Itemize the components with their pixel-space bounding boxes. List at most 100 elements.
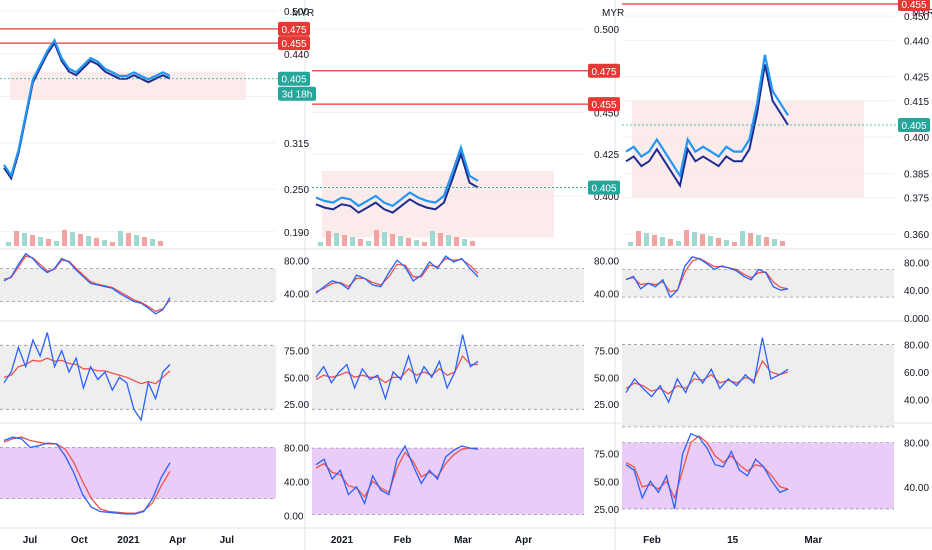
- volume-bar: [668, 239, 673, 246]
- price-line: [625, 64, 789, 189]
- volume-bar: [38, 237, 43, 246]
- volume-bar: [342, 235, 347, 246]
- x-axis-label: Mar: [804, 535, 822, 546]
- price-tick-label: 0.415: [904, 97, 929, 108]
- stoch-pane-d-line: [3, 436, 171, 514]
- volume-bar: [446, 235, 451, 246]
- volume-bar: [430, 231, 435, 246]
- volume-bar: [110, 242, 115, 246]
- ichimoku-cloud: [632, 100, 864, 198]
- stoch-pane-band: [312, 448, 584, 515]
- last-price-badge[interactable]: [278, 71, 310, 86]
- stoch-pane-tick-label: 25.00: [594, 505, 619, 516]
- volume-bar: [676, 241, 681, 246]
- price-tick-label: 0.425: [594, 150, 619, 161]
- rsi-pane-tick-label: 40.00: [904, 286, 929, 297]
- mfi-pane-tick-label: 75.00: [594, 347, 619, 358]
- rsi-pane-tick-label: 80.00: [284, 256, 309, 267]
- level-badge[interactable]: [898, 0, 930, 11]
- last-price-label: 0.405: [281, 75, 306, 86]
- volume-bar: [326, 231, 331, 246]
- volume-bar: [358, 239, 363, 246]
- volume-bar: [94, 238, 99, 246]
- volume-bar: [46, 239, 51, 246]
- price-tick-label: 0.385: [904, 169, 929, 180]
- volume-bar: [462, 239, 467, 246]
- volume-bar: [6, 242, 11, 246]
- volume-bar: [150, 239, 155, 246]
- volume-bar: [22, 233, 27, 246]
- mfi-pane-k-line: [625, 337, 789, 404]
- stoch-pane-tick-label: 50.00: [594, 477, 619, 488]
- currency-label: MYR: [912, 8, 932, 19]
- currency-label: MYR: [602, 8, 624, 19]
- volume-bar: [334, 233, 339, 246]
- last-price-badge[interactable]: [588, 180, 620, 195]
- price-tick-label: 0.375: [904, 194, 929, 205]
- volume-bar: [660, 237, 665, 246]
- volume-bar: [390, 234, 395, 246]
- last-price-label: 0.405: [591, 184, 616, 195]
- level-badge[interactable]: [278, 21, 310, 36]
- volume-bar: [406, 238, 411, 246]
- volume-bar: [350, 237, 355, 246]
- stoch-pane-k-line: [3, 436, 171, 515]
- volume-bar: [780, 241, 785, 246]
- stoch-pane-tick-label: 0.00: [284, 512, 304, 523]
- level-badge-label: 0.475: [281, 25, 306, 36]
- stoch-pane-band: [622, 442, 894, 509]
- volume-bar: [118, 231, 123, 246]
- x-axis-label: Jul: [23, 535, 38, 546]
- stoch-pane-tick-label: 40.00: [904, 483, 929, 494]
- rsi-pane-band: [0, 268, 276, 302]
- volume-bar: [652, 235, 657, 246]
- price-tick-label: 0.500: [284, 7, 309, 18]
- volume-bar: [70, 232, 75, 246]
- volume-bar: [102, 240, 107, 246]
- last-price-label: 0.405: [901, 121, 926, 132]
- price-tick-label: 0.190: [284, 228, 309, 239]
- level-badge-label: 0.455: [591, 100, 616, 111]
- volume-bar: [454, 237, 459, 246]
- level-badge[interactable]: [588, 97, 620, 112]
- mfi-pane-band: [312, 345, 584, 410]
- volume-bar: [142, 237, 147, 246]
- price-tick-label: 0.400: [594, 192, 619, 203]
- x-axis-label: 2021: [117, 535, 140, 546]
- countdown-label: 3d 18h: [282, 90, 313, 101]
- rsi-pane-k-line: [625, 256, 789, 299]
- mfi-pane-tick-label: 80.00: [904, 341, 929, 352]
- volume-bar: [398, 236, 403, 246]
- price-tick-label: 0.250: [284, 185, 309, 196]
- x-axis-label: 2021: [331, 535, 354, 546]
- stoch-pane-k-line: [625, 432, 789, 510]
- rsi-pane-d-line: [625, 257, 789, 293]
- mfi-pane-tick-label: 50.00: [594, 373, 619, 384]
- mfi-pane-tick-label: 75.00: [284, 347, 309, 358]
- volume-bar: [470, 241, 475, 246]
- volume-bar: [134, 235, 139, 246]
- level-badge[interactable]: [588, 63, 620, 78]
- stoch-pane-tick-label: 40.00: [284, 478, 309, 489]
- volume-bar: [724, 240, 729, 246]
- price-tick-label: 0.440: [284, 50, 309, 61]
- volume-bar: [78, 234, 83, 246]
- volume-bar: [62, 230, 67, 246]
- volume-bar: [14, 231, 19, 246]
- volume-bar: [374, 230, 379, 246]
- last-price-badge[interactable]: [898, 118, 930, 132]
- volume-bar: [422, 242, 427, 246]
- level-badge[interactable]: [278, 36, 310, 51]
- price-tick-label: 0.400: [904, 133, 929, 144]
- moving-average-line: [315, 143, 479, 208]
- volume-bar: [318, 242, 323, 246]
- price-tick-label: 0.500: [594, 25, 619, 36]
- level-badge-label: 0.455: [281, 39, 306, 50]
- mfi-pane-k-line: [3, 332, 171, 422]
- rsi-pane-tick-label: 80.00: [904, 258, 929, 269]
- mfi-pane-tick-label: 50.00: [284, 373, 309, 384]
- price-tick-label: 0.315: [284, 139, 309, 150]
- countdown-badge[interactable]: [278, 86, 316, 101]
- volume-bar: [438, 233, 443, 246]
